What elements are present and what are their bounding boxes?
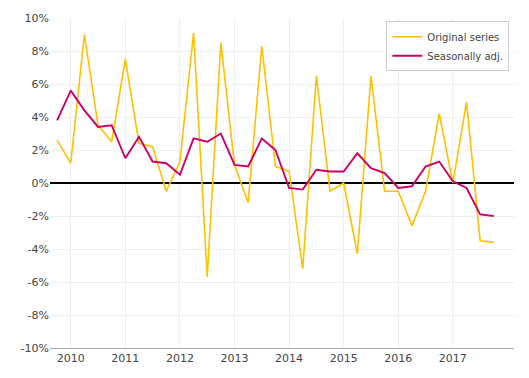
svg-text:2013: 2013 (221, 352, 249, 365)
svg-text:-6%: -6% (28, 276, 49, 289)
svg-text:0%: 0% (32, 177, 49, 190)
svg-text:-10%: -10% (21, 342, 49, 355)
svg-text:4%: 4% (32, 111, 49, 124)
svg-text:-4%: -4% (28, 243, 49, 256)
svg-text:2012: 2012 (166, 352, 194, 365)
svg-text:8%: 8% (32, 45, 49, 58)
svg-text:2017: 2017 (439, 352, 467, 365)
svg-text:Seasonally adj.: Seasonally adj. (427, 51, 503, 62)
svg-text:2010: 2010 (57, 352, 85, 365)
svg-text:2015: 2015 (330, 352, 358, 365)
svg-text:2%: 2% (32, 144, 49, 157)
svg-text:6%: 6% (32, 78, 49, 91)
svg-text:2016: 2016 (384, 352, 412, 365)
svg-text:-8%: -8% (28, 309, 49, 322)
svg-text:2014: 2014 (275, 352, 303, 365)
svg-text:10%: 10% (25, 12, 49, 25)
svg-text:2011: 2011 (111, 352, 139, 365)
svg-text:-2%: -2% (28, 210, 49, 223)
svg-text:Original series: Original series (427, 32, 499, 43)
